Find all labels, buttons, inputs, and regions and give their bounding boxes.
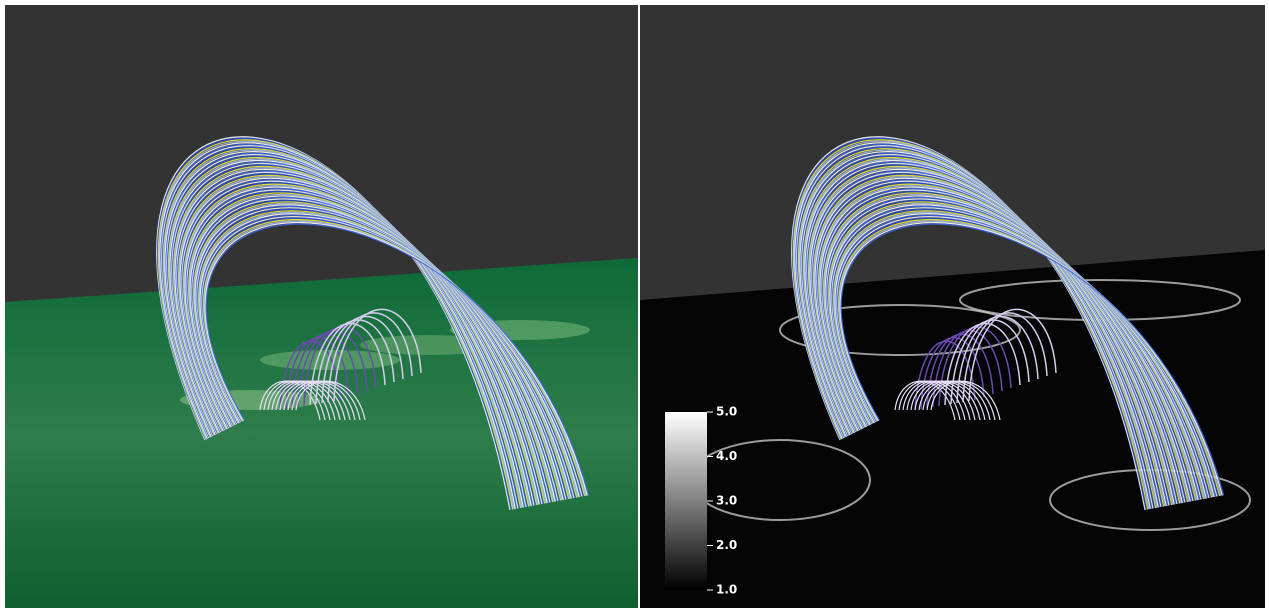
scene: 5.0 4.0 3.0 2.0 1.0 [0,0,1269,608]
page: {"colorbar": {"ticks": [ {"value": 5, "l… [0,0,1269,608]
colorbar-frame [665,412,707,590]
colorbar-tick-label: 4.0 [716,449,737,463]
colorbar-tick-label: 2.0 [716,538,737,552]
colorbar-tick-label: 1.0 [716,583,737,597]
colorbar-tick-label: 3.0 [716,494,737,508]
colorbar-tick-label: 5.0 [716,405,737,419]
